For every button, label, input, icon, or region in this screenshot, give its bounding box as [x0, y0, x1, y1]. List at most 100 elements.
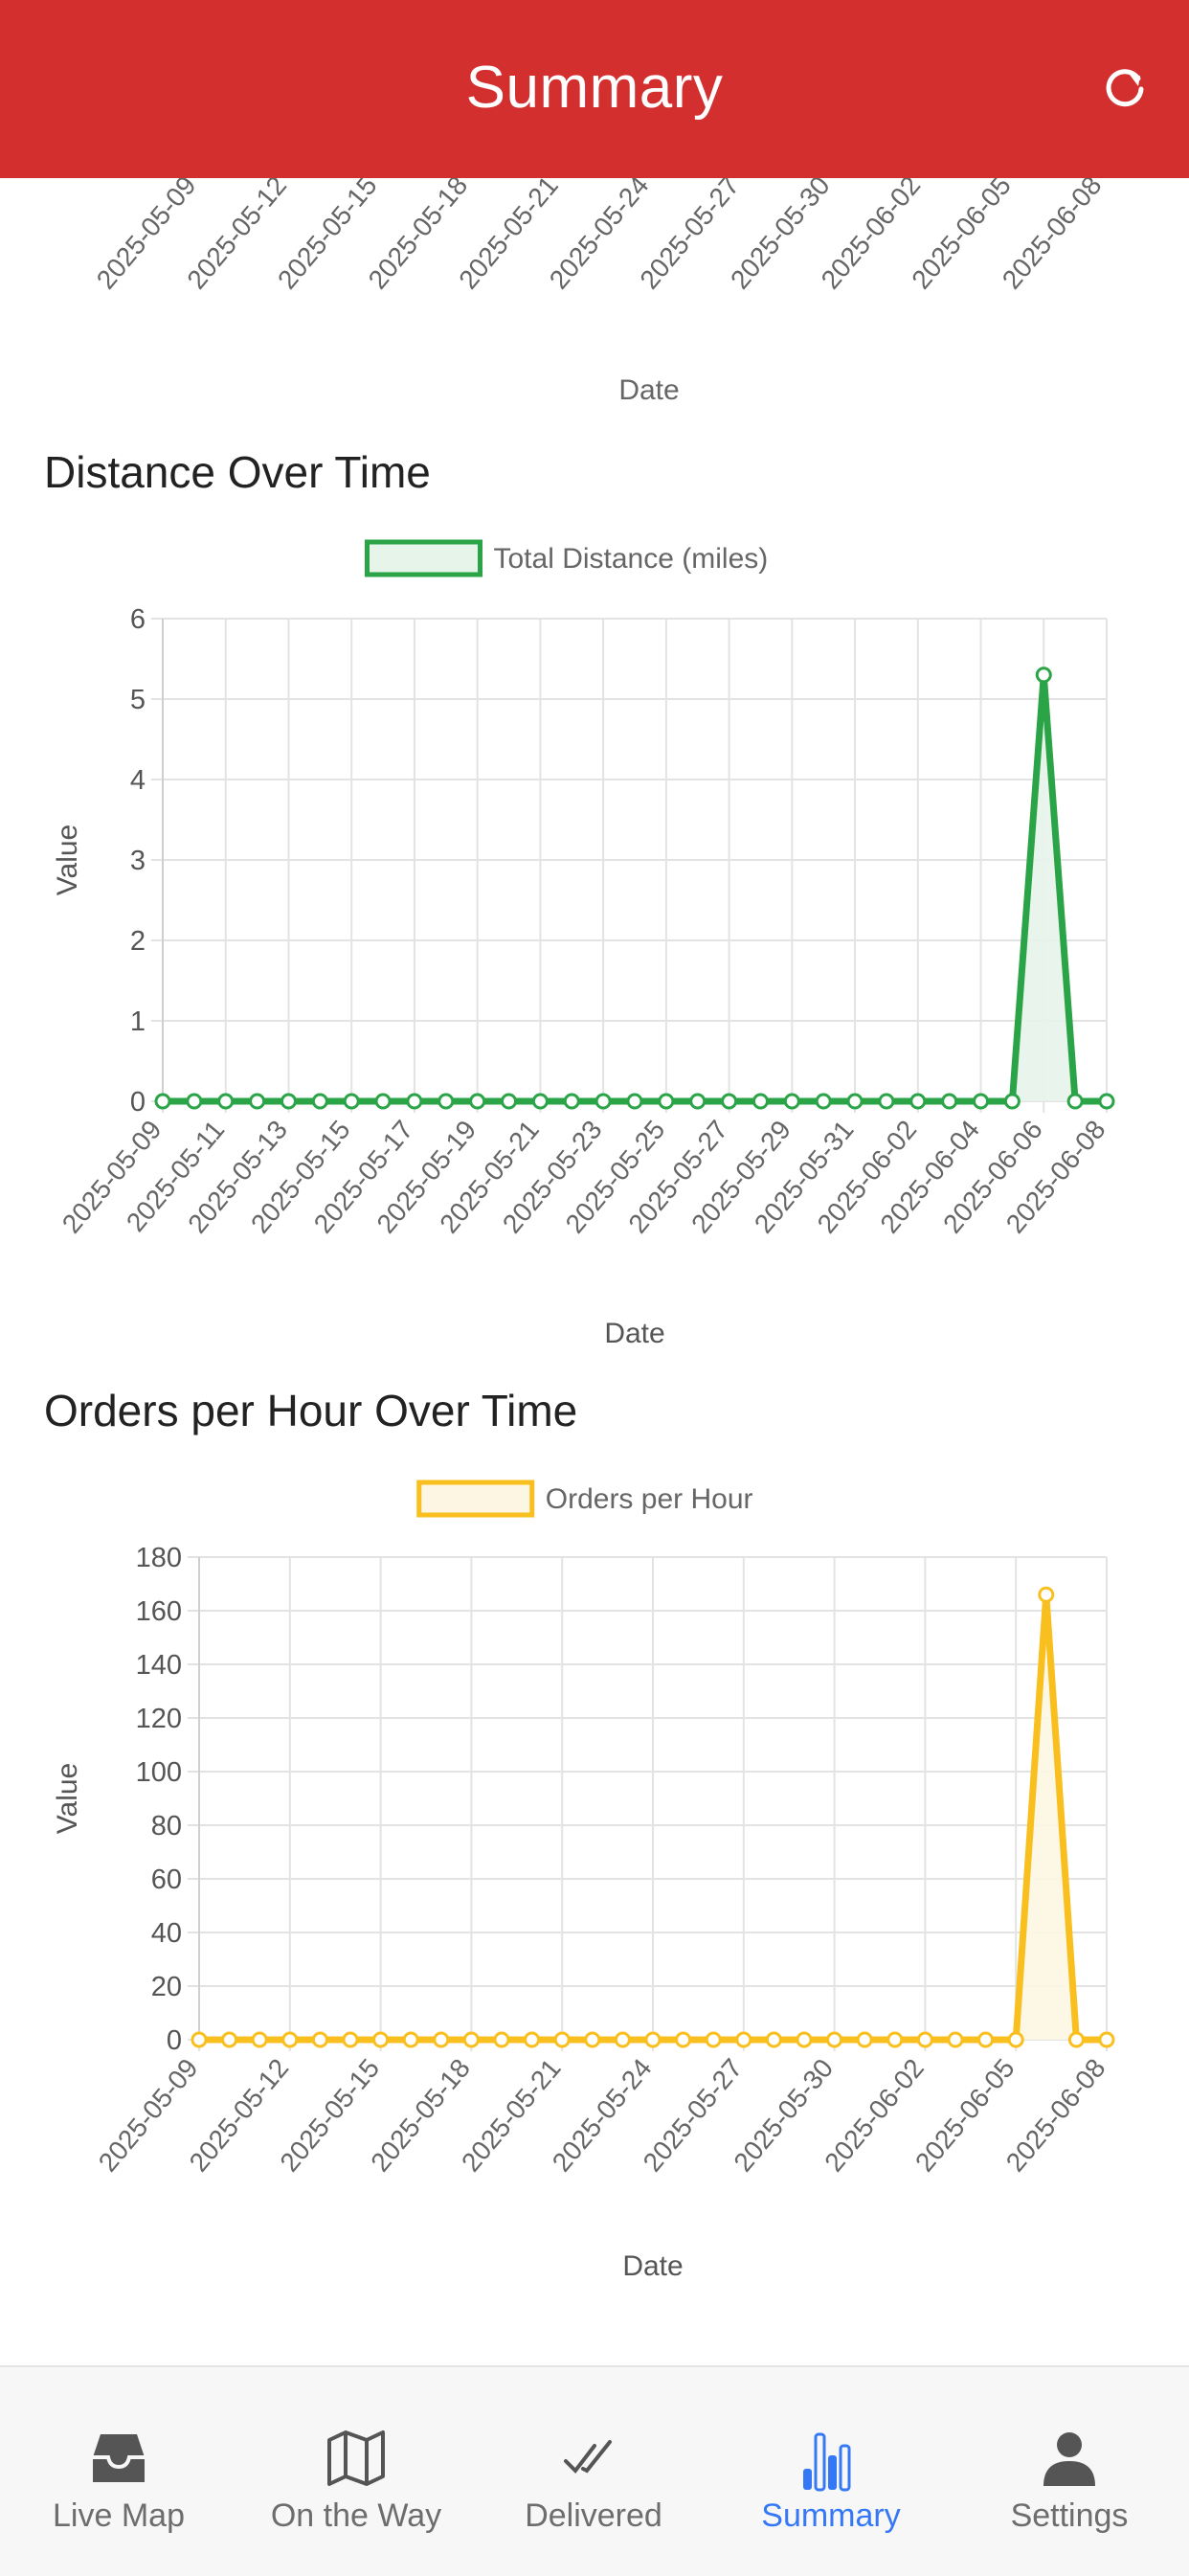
previous-chart-x-axis: 2025-05-092025-05-122025-05-152025-05-18…: [91, 178, 1108, 406]
tab-delivered[interactable]: Delivered: [475, 2367, 712, 2540]
data-point[interactable]: [311, 1093, 328, 1110]
inbox-tray-icon: [93, 2434, 145, 2482]
data-point[interactable]: [675, 2031, 692, 2048]
data-point[interactable]: [217, 1093, 235, 1110]
data-point[interactable]: [342, 2031, 359, 2048]
bottom-tab-bar: Live Map On the Way Delivered Summa: [0, 2365, 1189, 2576]
data-point[interactable]: [735, 2031, 752, 2048]
data-point[interactable]: [1098, 2031, 1115, 2048]
tab-label-delivered: Delivered: [525, 2497, 662, 2534]
data-point[interactable]: [433, 2031, 450, 2048]
y-tick-label: 20: [151, 1972, 182, 2002]
app-header: Summary: [0, 0, 1189, 178]
y-tick-label: 40: [151, 1918, 182, 1949]
data-point[interactable]: [281, 2031, 299, 2048]
data-point[interactable]: [524, 2031, 541, 2048]
y-tick-label: 0: [167, 2025, 182, 2056]
data-point[interactable]: [186, 1093, 203, 1110]
legend-swatch[interactable]: [416, 1480, 535, 1518]
refresh-button[interactable]: [1095, 59, 1155, 119]
data-point[interactable]: [191, 2031, 208, 2048]
data-point[interactable]: [372, 2031, 390, 2048]
y-tick-label: 2: [130, 926, 146, 957]
data-point[interactable]: [689, 1093, 707, 1110]
data-point[interactable]: [846, 1093, 864, 1110]
previous-chart-x-tick: 2025-06-08: [997, 178, 1108, 295]
tab-label-on-the-way: On the Way: [270, 2497, 442, 2534]
person-icon: [1043, 2432, 1095, 2486]
data-point[interactable]: [154, 1093, 171, 1110]
data-point[interactable]: [1035, 667, 1052, 684]
bar-chart-icon: [803, 2432, 851, 2492]
data-point[interactable]: [721, 1093, 738, 1110]
data-point[interactable]: [249, 1093, 266, 1110]
data-point[interactable]: [1067, 2031, 1085, 2048]
y-tick-label: 4: [130, 765, 146, 796]
y-tick-label: 140: [136, 1650, 182, 1681]
data-point[interactable]: [501, 1093, 518, 1110]
data-point[interactable]: [947, 2031, 964, 2048]
data-point[interactable]: [856, 2031, 873, 2048]
data-point[interactable]: [796, 2031, 813, 2048]
data-point[interactable]: [1098, 1093, 1115, 1110]
data-point[interactable]: [705, 2031, 722, 2048]
data-point[interactable]: [280, 1093, 297, 1110]
data-point[interactable]: [1003, 1093, 1021, 1110]
y-tick-label: 160: [136, 1596, 182, 1627]
orders-chart: Orders per Hour0204060801001201401601802…: [52, 1480, 1115, 2282]
data-point[interactable]: [343, 1093, 360, 1110]
data-point[interactable]: [406, 1093, 423, 1110]
data-point[interactable]: [815, 1093, 832, 1110]
data-point[interactable]: [977, 2031, 995, 2048]
tab-on-the-way[interactable]: On the Way: [237, 2367, 475, 2540]
data-point[interactable]: [658, 1093, 675, 1110]
y-axis-title: Value: [52, 1763, 83, 1835]
data-point[interactable]: [644, 2031, 662, 2048]
data-point[interactable]: [437, 1093, 455, 1110]
data-point[interactable]: [221, 2031, 238, 2048]
data-point[interactable]: [752, 1093, 769, 1110]
data-point[interactable]: [402, 2031, 419, 2048]
data-point[interactable]: [614, 2031, 631, 2048]
data-point[interactable]: [783, 1093, 800, 1110]
data-point[interactable]: [826, 2031, 843, 2048]
data-point[interactable]: [311, 2031, 328, 2048]
data-point[interactable]: [1007, 2031, 1024, 2048]
data-point[interactable]: [886, 2031, 904, 2048]
distance-chart: Total Distance (miles)01234562025-05-092…: [52, 539, 1115, 1349]
data-point[interactable]: [553, 2031, 571, 2048]
data-point[interactable]: [531, 1093, 549, 1110]
legend-swatch[interactable]: [365, 539, 482, 577]
data-point[interactable]: [909, 1093, 927, 1110]
tab-live-map[interactable]: Live Map: [0, 2367, 237, 2540]
y-tick-label: 180: [136, 1543, 182, 1573]
data-point[interactable]: [462, 2031, 480, 2048]
data-point[interactable]: [878, 1093, 895, 1110]
data-point[interactable]: [584, 2031, 601, 2048]
data-point[interactable]: [1038, 1586, 1055, 1603]
y-tick-label: 80: [151, 1811, 182, 1842]
data-point[interactable]: [251, 2031, 268, 2048]
y-tick-label: 0: [130, 1087, 146, 1118]
tab-label-settings: Settings: [1010, 2497, 1129, 2534]
data-point[interactable]: [493, 2031, 510, 2048]
data-point[interactable]: [469, 1093, 486, 1110]
tab-settings[interactable]: Settings: [950, 2367, 1189, 2540]
y-tick-label: 5: [130, 685, 146, 715]
tab-label-live-map: Live Map: [53, 2497, 185, 2534]
data-point[interactable]: [626, 1093, 643, 1110]
tab-label-summary: Summary: [761, 2497, 901, 2534]
data-point[interactable]: [1066, 1093, 1084, 1110]
tab-summary[interactable]: Summary: [712, 2367, 950, 2540]
data-point[interactable]: [941, 1093, 958, 1110]
data-point[interactable]: [765, 2031, 782, 2048]
y-tick-label: 100: [136, 1757, 182, 1788]
data-point[interactable]: [973, 1093, 990, 1110]
y-tick-label: 3: [130, 846, 146, 876]
previous-chart-xlabel: Date: [618, 374, 679, 406]
data-point[interactable]: [594, 1093, 612, 1110]
summary-scroll-view[interactable]: 2025-05-09 2025-05-12 2025-05-15 2025-05-18…: [0, 178, 1189, 2365]
data-point[interactable]: [563, 1093, 580, 1110]
data-point[interactable]: [374, 1093, 392, 1110]
data-point[interactable]: [916, 2031, 933, 2048]
